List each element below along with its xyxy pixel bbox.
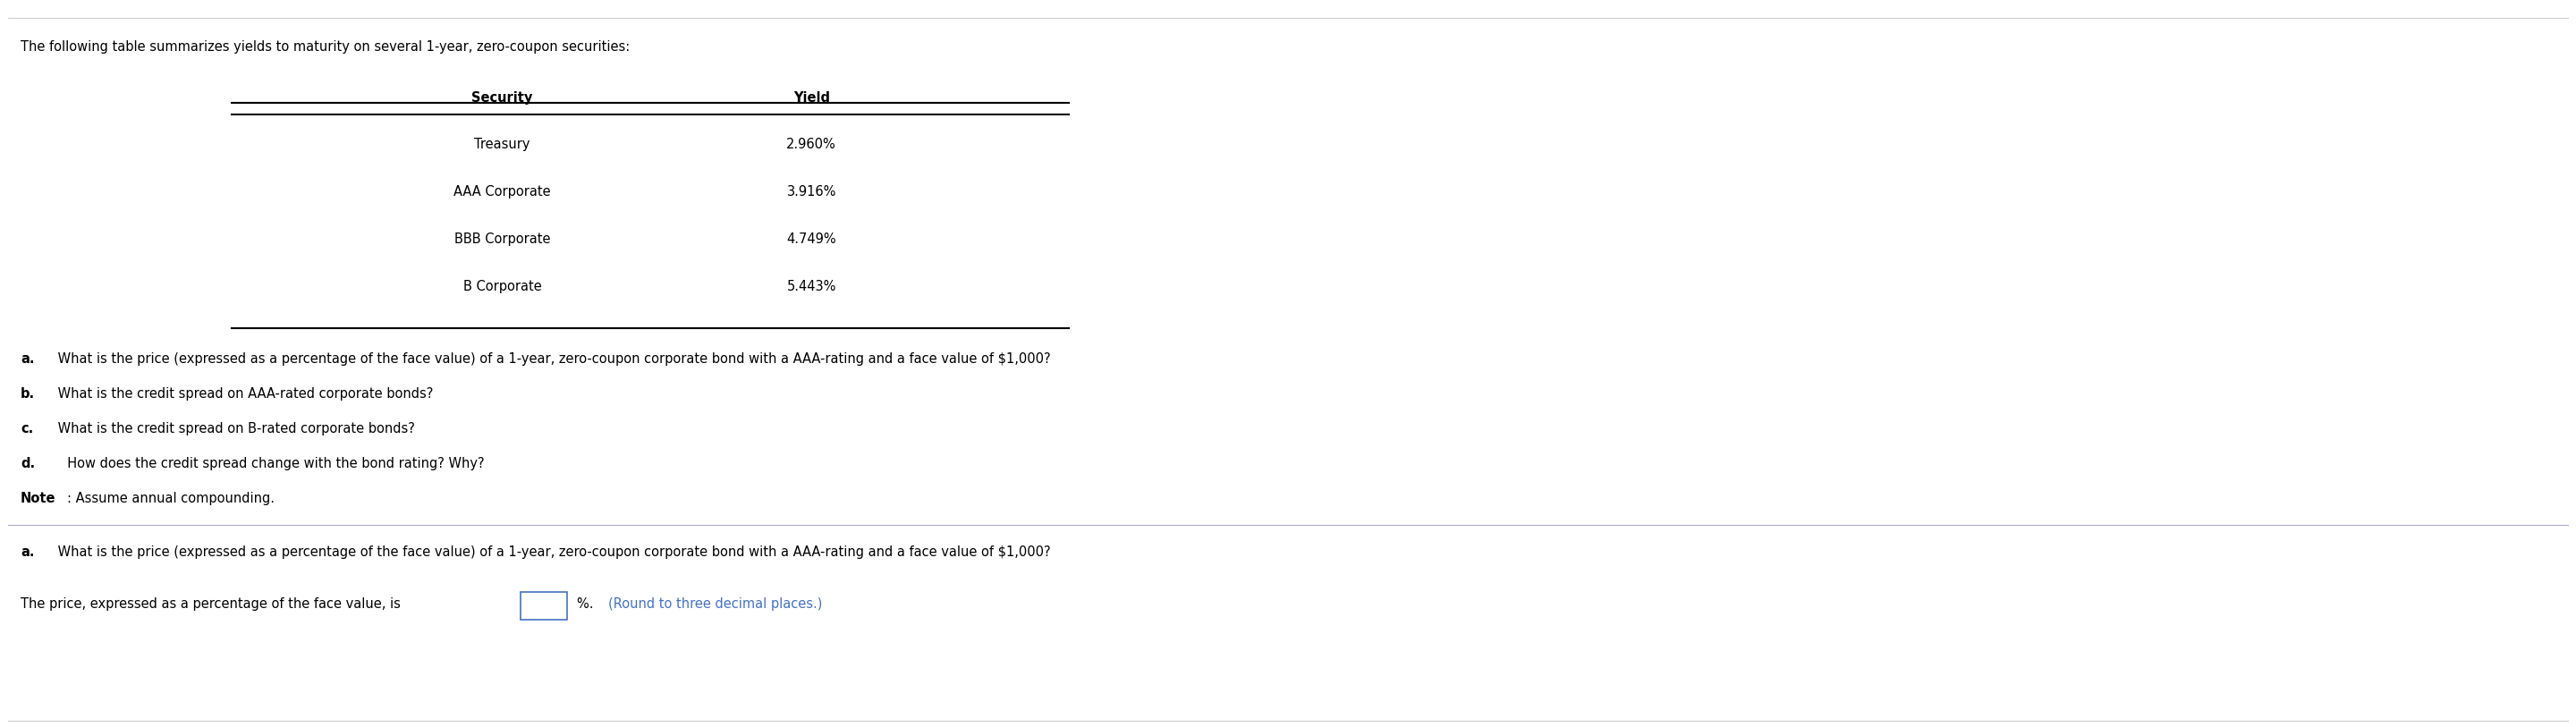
Text: d.: d. <box>21 457 36 470</box>
Text: Yield: Yield <box>793 91 829 104</box>
Text: : Assume annual compounding.: : Assume annual compounding. <box>67 492 276 505</box>
Text: What is the credit spread on AAA-rated corporate bonds?: What is the credit spread on AAA-rated c… <box>54 387 433 401</box>
Text: B Corporate: B Corporate <box>464 280 541 293</box>
Text: 5.443%: 5.443% <box>786 280 837 293</box>
Text: How does the credit spread change with the bond rating? Why?: How does the credit spread change with t… <box>59 457 484 470</box>
Text: BBB Corporate: BBB Corporate <box>453 233 551 246</box>
FancyBboxPatch shape <box>520 592 567 619</box>
Text: Security: Security <box>471 91 533 104</box>
Text: a.: a. <box>21 353 33 366</box>
Text: What is the price (expressed as a percentage of the face value) of a 1-year, zer: What is the price (expressed as a percen… <box>54 545 1051 558</box>
Text: %.: %. <box>577 598 598 611</box>
Text: c.: c. <box>21 422 33 435</box>
Text: b.: b. <box>21 387 36 401</box>
Text: 2.960%: 2.960% <box>786 138 837 151</box>
Text: The following table summarizes yields to maturity on several 1-year, zero-coupon: The following table summarizes yields to… <box>21 40 631 53</box>
Text: 4.749%: 4.749% <box>786 233 837 246</box>
Text: Note: Note <box>21 492 57 505</box>
Text: 3.916%: 3.916% <box>786 185 837 198</box>
Text: What is the credit spread on B-rated corporate bonds?: What is the credit spread on B-rated cor… <box>54 422 415 435</box>
Text: AAA Corporate: AAA Corporate <box>453 185 551 198</box>
Text: The price, expressed as a percentage of the face value, is: The price, expressed as a percentage of … <box>21 598 404 611</box>
Text: Treasury: Treasury <box>474 138 531 151</box>
Text: (Round to three decimal places.): (Round to three decimal places.) <box>608 598 822 611</box>
Text: What is the price (expressed as a percentage of the face value) of a 1-year, zer: What is the price (expressed as a percen… <box>54 353 1051 366</box>
Text: a.: a. <box>21 545 33 558</box>
